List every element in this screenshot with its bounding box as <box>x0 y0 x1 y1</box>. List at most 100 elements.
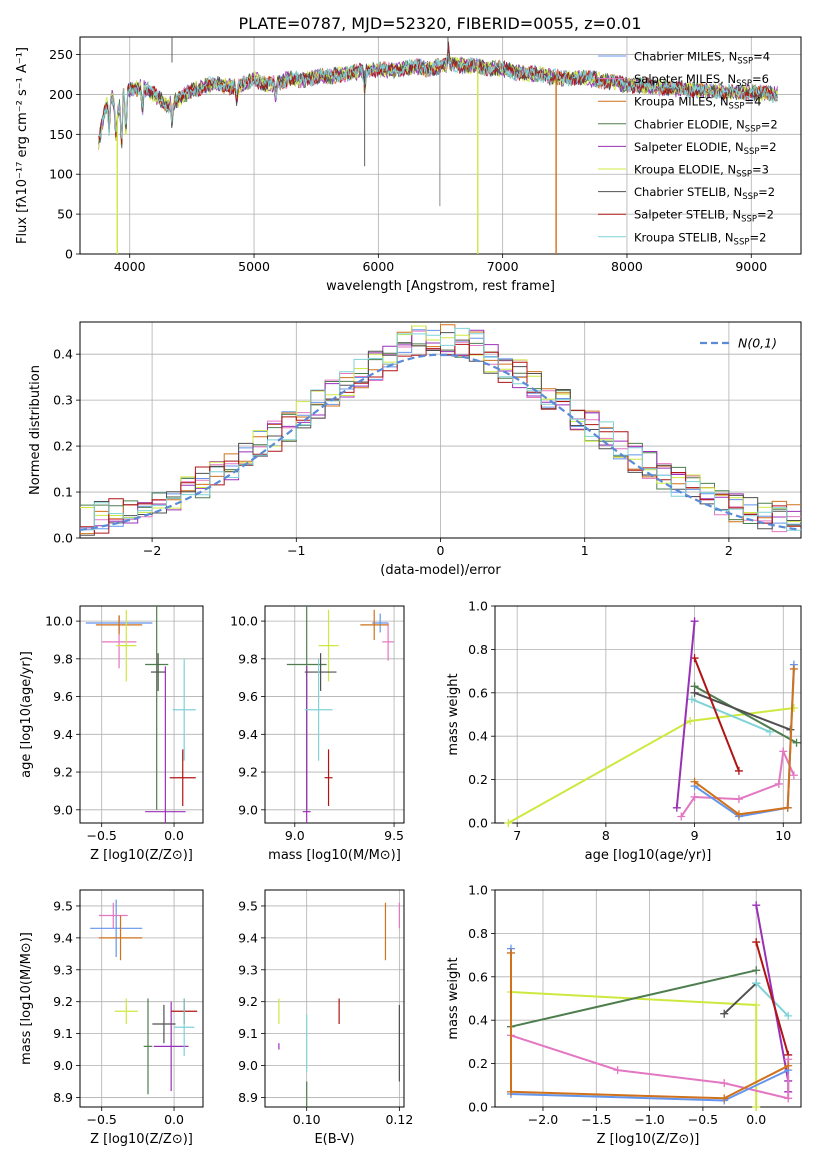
series-line <box>510 991 758 1107</box>
x-tick-label: 0.0 <box>164 1112 184 1127</box>
axes-frame <box>79 36 802 255</box>
x-tick-label: −2 <box>143 543 161 558</box>
y-axis-label: Flux [fλ10⁻¹⁷ erg cm⁻² s⁻¹ A⁻¹] <box>15 47 30 244</box>
series-line <box>693 657 740 772</box>
x-tick-label: −0.5 <box>87 1112 117 1127</box>
spectrum-legend: Chabrier MILES, NSSP=4 Salpeter MILES, NS… <box>598 50 778 247</box>
series-marker <box>792 738 801 747</box>
y-tick-label: 9.8 <box>238 651 258 666</box>
y-tick-label: 150 <box>49 127 73 142</box>
y-tick-label: 0.4 <box>468 1013 488 1028</box>
x-tick-label: 0.10 <box>293 1112 321 1127</box>
y-tick-label: 9.4 <box>238 930 258 945</box>
series-marker <box>720 1094 729 1103</box>
series-marker <box>687 695 696 704</box>
y-tick-label: 9.5 <box>238 898 258 913</box>
series-marker <box>752 1103 761 1111</box>
series-marker <box>690 617 699 626</box>
y-tick-label: 9.1 <box>238 1026 258 1041</box>
y-tick-label: 9.0 <box>53 802 73 817</box>
series-marker <box>752 938 761 947</box>
x-axis-label: E(B-V) <box>314 1132 354 1147</box>
series-marker <box>752 1001 761 1010</box>
series-marker <box>784 1061 793 1070</box>
y-tick-label: 0.0 <box>468 816 488 831</box>
y-axis-label: mass [log10(M/M⊙)] <box>19 932 34 1065</box>
x-tick-label: −2.0 <box>528 1112 558 1127</box>
y-tick-label: 9.0 <box>238 802 258 817</box>
y-tick-label: 0.3 <box>53 393 73 408</box>
series-line <box>680 747 795 818</box>
x-tick-label: 4000 <box>114 259 146 274</box>
x-tick-label: −1.5 <box>581 1112 611 1127</box>
series-marker <box>774 779 783 788</box>
y-tick-label: 1.0 <box>468 883 488 898</box>
gaussian-curve <box>80 353 801 531</box>
weight_vs_age-lines <box>504 617 801 827</box>
x-tick-label: 10 <box>775 828 791 843</box>
x-axis-label: age [log10(age/yr)] <box>585 848 712 863</box>
y-tick-label: 9.0 <box>238 1058 258 1073</box>
x-axis-label: mass [log10(M/M⊙)] <box>268 848 401 863</box>
mass_vs_ebv-errorbars <box>278 902 400 1107</box>
y-tick-label: 9.1 <box>53 1026 73 1041</box>
x-tick-label: 2 <box>725 543 733 558</box>
series-marker <box>686 717 695 726</box>
series-marker <box>789 664 798 673</box>
x-tick-label: 5000 <box>238 259 270 274</box>
y-tick-label: 100 <box>49 167 73 182</box>
legend-item: Chabrier ELODIE, NSSP=2 <box>634 117 778 134</box>
series-marker <box>752 966 761 975</box>
legend-item: Salpeter MILES, NSSP=6 <box>634 72 769 89</box>
series-marker <box>690 777 699 786</box>
y-tick-label: 0 <box>65 247 73 262</box>
x-tick-label: 7 <box>513 828 521 843</box>
histogram-step <box>80 343 801 534</box>
y-tick-label: 9.4 <box>238 727 258 742</box>
y-axis-label: Normed distribution <box>28 365 43 495</box>
y-tick-label: 0.4 <box>53 347 73 362</box>
series-marker <box>783 803 792 812</box>
x-tick-label: 6000 <box>362 259 394 274</box>
y-axis-label: mass weight <box>446 957 461 1039</box>
spectrum-line <box>98 51 778 150</box>
y-tick-label: 10.0 <box>45 614 73 629</box>
series-marker <box>752 979 761 988</box>
x-axis-label: Z [log10(Z/Z⊙)] <box>90 848 193 863</box>
histogram-step <box>80 327 801 531</box>
y-tick-label: 9.8 <box>53 651 73 666</box>
series-marker <box>784 1011 793 1020</box>
series-line <box>510 952 789 1100</box>
legend-item: Chabrier MILES, NSSP=4 <box>634 50 770 67</box>
mass_vs_ebv-axes: 0.10 0.12 8.9 9.0 9.1 9.2 9.3 9.4 9.5 E(B-V) <box>238 890 413 1147</box>
y-tick-label: 10.0 <box>230 614 258 629</box>
x-tick-label: 9.5 <box>384 828 404 843</box>
y-tick-label: 0.6 <box>468 969 488 984</box>
residuals-legend: N(0,1) <box>700 336 777 351</box>
y-tick-label: 9.2 <box>53 765 73 780</box>
y-tick-label: 0.6 <box>468 685 488 700</box>
axes-frame <box>79 321 802 539</box>
series-marker <box>504 819 513 827</box>
spectrum-lines <box>98 37 778 254</box>
x-axis-label: wavelength [Angstrom, rest frame] <box>326 279 555 294</box>
residuals-axes: −2 −1 0 1 2 0.0 0.1 0.2 0.3 0.4 (data-model)/error… <box>28 322 801 578</box>
mass_vs_Z-axes: −0.5 0.0 8.9 9.0 9.1 9.2 9.3 9.4 9.5 Z [log10(Z/Z… <box>19 890 203 1147</box>
y-tick-label: 1.0 <box>468 599 488 614</box>
y-tick-label: 0.2 <box>53 439 73 454</box>
series-line <box>507 707 795 824</box>
figure-title: PLATE=0787, MJD=52320, FIBERID=0055, z=0… <box>238 14 641 33</box>
series-marker <box>506 1087 515 1096</box>
x-tick-label: 9000 <box>735 259 767 274</box>
age_vs_Z-axes: −0.5 0.0 9.0 9.2 9.4 9.6 9.8 10.0 Z [log10(Z/Z⊙)… <box>19 606 203 863</box>
y-tick-label: 0.2 <box>468 772 488 787</box>
axes-frame <box>79 889 204 1108</box>
series-line <box>510 969 757 1028</box>
legend-item: Salpeter STELIB, NSSP=2 <box>634 208 774 225</box>
axes-frame <box>264 889 405 1108</box>
y-tick-label: 0.8 <box>468 926 488 941</box>
x-tick-label: 7000 <box>487 259 519 274</box>
y-tick-label: 0.0 <box>468 1100 488 1115</box>
axes-frame <box>494 605 802 824</box>
